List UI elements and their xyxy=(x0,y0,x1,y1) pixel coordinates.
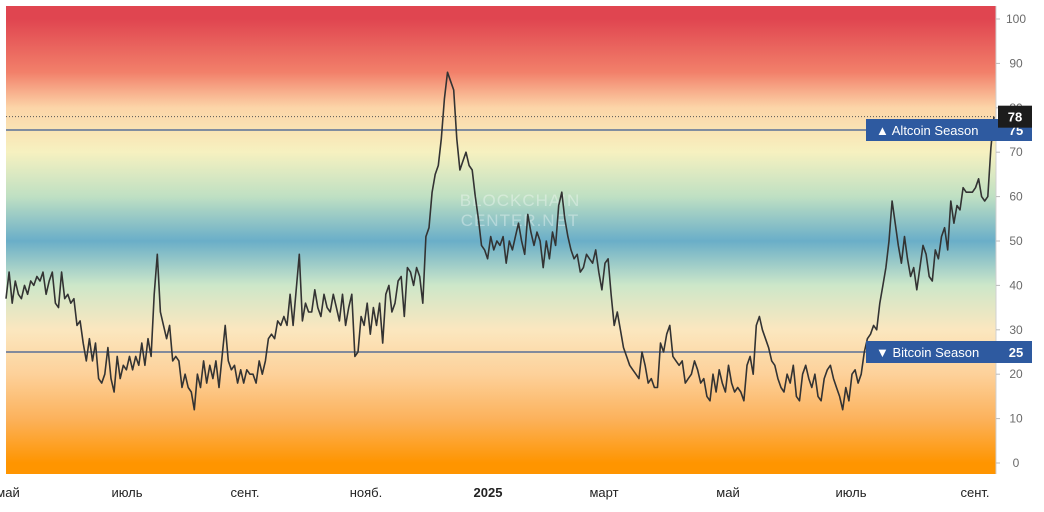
x-tick-label-8: сент. xyxy=(960,485,989,500)
y-tick-label-100: 100 xyxy=(1006,12,1026,26)
x-tick-label-1: июль xyxy=(111,485,142,500)
watermark: BLOCKCHAIN CENTER.NET xyxy=(460,191,581,230)
plot-background xyxy=(6,6,996,474)
series-line-0 xyxy=(5,71,995,411)
x-tick-label-0: май xyxy=(0,485,20,500)
y-tick-label-50: 50 xyxy=(1009,234,1023,248)
y-tick-label-30: 30 xyxy=(1009,323,1023,337)
y-tick-label-20: 20 xyxy=(1009,367,1023,381)
y-tick-label-60: 60 xyxy=(1009,190,1023,204)
threshold-tag-label-1: ▼ Bitcoin Season xyxy=(876,345,979,360)
y-axis-ticks: 0102030405060708090100 xyxy=(996,12,1026,470)
x-tick-label-4: 2025 xyxy=(474,485,503,500)
y-tick-label-10: 10 xyxy=(1009,412,1023,426)
x-tick-label-2: сент. xyxy=(230,485,259,500)
threshold-tag-label-0: ▲ Altcoin Season xyxy=(876,123,978,138)
y-tick-label-70: 70 xyxy=(1009,145,1023,159)
current-value-tag xyxy=(998,105,1032,128)
threshold-tag-1 xyxy=(866,341,1032,363)
watermark-line-1: BLOCKCHAIN xyxy=(460,191,581,210)
threshold-tag-0 xyxy=(866,119,1032,141)
y-tick-label-0: 0 xyxy=(1013,456,1020,470)
x-tick-label-7: июль xyxy=(835,485,866,500)
x-tick-label-3: нояб. xyxy=(350,485,383,500)
x-tick-label-5: март xyxy=(589,485,618,500)
x-tick-label-6: май xyxy=(716,485,739,500)
y-tick-label-90: 90 xyxy=(1009,56,1023,70)
threshold-tag-value-1: 25 xyxy=(1009,345,1023,360)
series-layer xyxy=(5,71,995,411)
x-axis-ticks: май июль сент. нояб. 2025 март май июль сент. xyxy=(0,485,990,500)
y-tick-label-40: 40 xyxy=(1009,278,1023,292)
threshold-lines xyxy=(6,116,996,353)
current-value-label: 78 xyxy=(1008,110,1022,125)
watermark-line-2: CENTER.NET xyxy=(461,211,580,230)
